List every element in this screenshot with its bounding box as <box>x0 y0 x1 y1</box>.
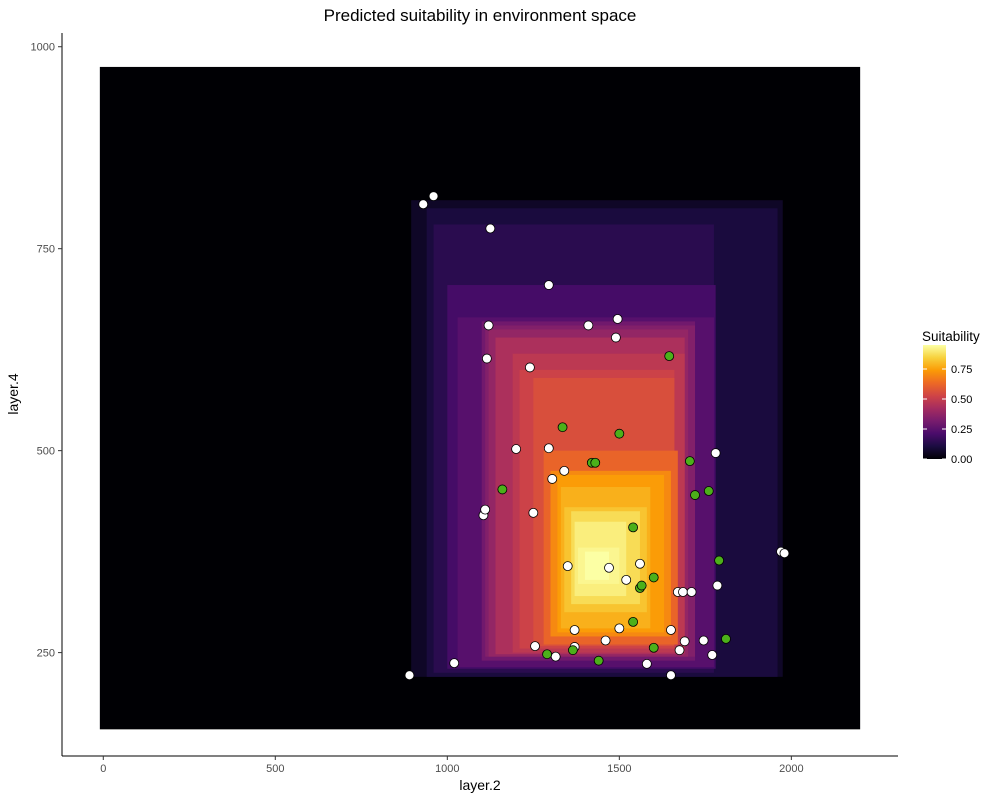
x-tick-label: 0 <box>100 763 106 775</box>
white-point <box>698 635 709 646</box>
green-point <box>497 484 508 495</box>
x-tick-label: 500 <box>266 763 284 775</box>
green-point <box>614 428 625 439</box>
white-point <box>530 641 540 652</box>
legend-tick-label: 0.25 <box>951 424 972 436</box>
white-point <box>707 650 718 660</box>
green-point <box>684 456 695 467</box>
green-point <box>664 351 675 362</box>
white-point <box>612 314 623 324</box>
legend: Suitability 0.00 0.25 0.50 0.75 <box>922 329 980 466</box>
white-point <box>674 645 685 656</box>
green-point <box>703 486 714 496</box>
white-point <box>485 223 496 234</box>
legend-tick-label: 0.50 <box>951 394 972 406</box>
white-point <box>480 504 491 515</box>
y-axis-title: layer.4 <box>5 373 21 414</box>
suitability-surface <box>99 66 861 730</box>
white-point <box>614 623 625 634</box>
x-tick-label: 1000 <box>435 763 459 775</box>
white-point <box>610 332 621 343</box>
white-point <box>583 320 594 331</box>
white-point <box>635 558 645 569</box>
white-point <box>543 280 554 290</box>
white-point <box>559 465 570 476</box>
white-point <box>779 548 790 559</box>
white-point <box>686 587 697 597</box>
green-point <box>648 642 659 653</box>
y-tick-label: 750 <box>37 244 55 256</box>
green-point <box>628 617 638 627</box>
x-axis-title: layer.2 <box>459 777 500 793</box>
white-point <box>641 659 652 669</box>
legend-colorbar <box>923 345 946 459</box>
legend-tick-label: 0.00 <box>951 454 972 466</box>
white-point <box>550 651 561 662</box>
white-point <box>404 670 415 681</box>
plot-area <box>99 66 861 730</box>
white-point <box>511 444 522 454</box>
white-point <box>666 625 676 635</box>
white-point <box>449 658 460 669</box>
white-point <box>428 191 439 202</box>
y-tick-label: 1000 <box>31 42 55 54</box>
white-point <box>483 320 494 331</box>
green-point <box>590 457 601 468</box>
green-point <box>721 633 731 644</box>
y-ticks: 250 500 750 1000 <box>31 42 62 660</box>
chart-title: Predicted suitability in environment spa… <box>324 6 637 25</box>
white-point <box>562 561 573 572</box>
white-point <box>569 625 580 635</box>
white-point <box>524 362 535 373</box>
white-point <box>600 635 611 646</box>
white-point <box>621 574 632 585</box>
white-point <box>543 443 554 454</box>
green-point <box>648 572 659 583</box>
white-point <box>418 199 429 210</box>
green-point <box>628 522 638 533</box>
white-point <box>712 580 723 591</box>
white-point <box>666 670 676 681</box>
occurrence-points <box>404 191 790 681</box>
white-point <box>679 636 690 647</box>
legend-tick-label: 0.75 <box>951 364 972 376</box>
legend-ticks: 0.00 0.25 0.50 0.75 <box>923 364 972 466</box>
x-ticks: 0 500 1000 1500 2000 <box>100 756 804 775</box>
green-point <box>557 422 568 433</box>
legend-title: Suitability <box>922 329 980 344</box>
green-point <box>714 555 725 566</box>
white-point <box>604 562 614 573</box>
green-point <box>542 649 552 660</box>
white-point <box>528 507 539 518</box>
white-point <box>547 474 558 484</box>
x-tick-label: 2000 <box>779 763 803 775</box>
green-point <box>636 580 647 591</box>
green-point <box>593 655 604 666</box>
y-tick-label: 250 <box>37 648 55 660</box>
white-point <box>710 448 721 458</box>
axes: 0 500 1000 1500 2000 250 500 750 1000 <box>31 33 898 775</box>
green-point <box>567 645 578 656</box>
white-point <box>678 587 688 597</box>
y-tick-label: 500 <box>37 446 55 458</box>
green-point <box>690 490 700 500</box>
white-point <box>481 353 492 364</box>
x-tick-label: 1500 <box>607 763 631 775</box>
